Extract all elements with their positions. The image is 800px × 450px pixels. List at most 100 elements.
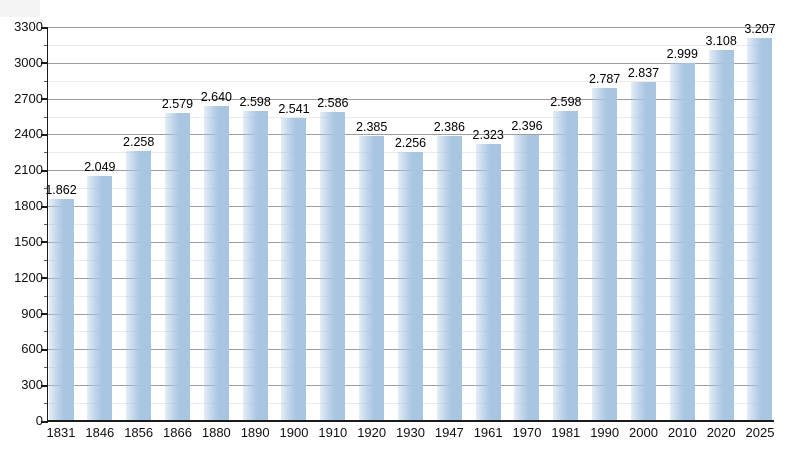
gridline-minor bbox=[48, 44, 772, 46]
y-axis-tick-label: 1200 bbox=[14, 269, 43, 285]
bar-value-label: 3.108 bbox=[705, 33, 737, 48]
bar bbox=[164, 113, 190, 421]
gridline-major bbox=[48, 62, 772, 64]
y-axis-tick-label: 2400 bbox=[14, 126, 43, 142]
bar-value-label: 2.586 bbox=[317, 96, 349, 111]
y-axis-minor-tick bbox=[44, 367, 48, 369]
x-axis-tick-label: 1866 bbox=[163, 425, 192, 440]
y-axis-minor-tick bbox=[44, 188, 48, 190]
y-axis-tick bbox=[41, 241, 48, 244]
x-axis-tick-label: 1831 bbox=[46, 425, 76, 440]
x-axis-tick-label: 1920 bbox=[357, 425, 387, 440]
bar bbox=[126, 151, 152, 421]
gridline-minor bbox=[48, 116, 772, 118]
bar-value-label: 2.787 bbox=[589, 72, 621, 87]
bar bbox=[553, 110, 579, 421]
bar bbox=[203, 105, 229, 421]
bar bbox=[359, 136, 385, 421]
gridline-major bbox=[48, 134, 772, 136]
y-axis-tick-label: 900 bbox=[21, 305, 43, 321]
y-axis-tick bbox=[41, 169, 48, 172]
x-axis-tick-label: 2020 bbox=[706, 425, 736, 440]
bar bbox=[436, 136, 462, 421]
bar bbox=[669, 62, 695, 421]
bar-value-label: 2.385 bbox=[356, 120, 388, 135]
bar bbox=[397, 151, 423, 421]
bar-value-label: 2.541 bbox=[278, 101, 310, 116]
bar bbox=[708, 49, 734, 421]
x-axis-tick-label: 1947 bbox=[434, 425, 464, 440]
bar bbox=[592, 88, 618, 421]
y-axis-tick bbox=[41, 26, 48, 29]
bar-value-label: 2.598 bbox=[550, 94, 582, 109]
y-axis-tick-label: 600 bbox=[21, 341, 43, 357]
bar-value-label: 2.396 bbox=[511, 118, 543, 133]
y-axis-minor-tick bbox=[44, 224, 48, 225]
y-axis-line bbox=[46, 27, 49, 422]
bar bbox=[48, 198, 74, 421]
x-axis-tick-label: 1910 bbox=[318, 425, 348, 440]
y-axis-minor-tick bbox=[44, 403, 48, 405]
x-axis-tick-label: 1900 bbox=[279, 425, 309, 440]
y-axis-tick-label: 0 bbox=[35, 413, 43, 428]
bar-value-label: 2.640 bbox=[200, 89, 232, 104]
y-axis-minor-tick bbox=[44, 80, 48, 82]
x-axis-tick-label: 1961 bbox=[473, 425, 503, 440]
bar bbox=[475, 143, 501, 421]
bar-value-label: 2.837 bbox=[627, 66, 660, 81]
bar bbox=[630, 82, 656, 421]
bar-value-label: 1.862 bbox=[45, 182, 77, 197]
bar bbox=[514, 134, 540, 421]
y-axis-minor-tick bbox=[44, 259, 48, 261]
gridline-major bbox=[48, 98, 772, 100]
y-axis-minor-tick bbox=[44, 152, 48, 154]
x-axis-tick-label: 1890 bbox=[240, 425, 270, 440]
bar-value-label: 2.049 bbox=[84, 160, 116, 175]
bar bbox=[87, 176, 113, 421]
x-axis-tick-label: 2010 bbox=[667, 425, 697, 440]
y-axis-tick bbox=[41, 420, 48, 423]
bar-value-label: 2.258 bbox=[123, 135, 155, 150]
y-axis-tick bbox=[41, 205, 48, 208]
y-axis-minor-tick bbox=[44, 295, 48, 297]
y-axis-tick-label: 3000 bbox=[14, 54, 43, 70]
top-left-artifact bbox=[0, 0, 40, 17]
y-axis-tick-label: 1800 bbox=[14, 198, 43, 214]
y-axis-minor-tick bbox=[44, 44, 48, 46]
y-axis-tick-label: 2100 bbox=[14, 162, 43, 178]
y-axis-minor-tick bbox=[44, 116, 48, 118]
x-axis-tick-label: 1846 bbox=[85, 425, 115, 440]
x-axis-tick-label: 1856 bbox=[124, 425, 154, 440]
y-axis-tick bbox=[41, 348, 48, 351]
y-axis-tick bbox=[41, 384, 48, 387]
bar-value-label: 2.999 bbox=[666, 46, 698, 61]
y-axis-tick bbox=[41, 277, 48, 280]
x-axis-tick-label: 2000 bbox=[629, 425, 658, 440]
y-axis-tick bbox=[41, 62, 48, 65]
y-axis-tick-label: 1500 bbox=[14, 233, 43, 249]
x-axis-tick-label: 1880 bbox=[201, 425, 231, 440]
gridline-minor bbox=[48, 80, 772, 82]
bar-value-label: 2.256 bbox=[394, 135, 427, 150]
gridline-major bbox=[48, 27, 772, 28]
y-axis-tick bbox=[41, 313, 48, 316]
bar bbox=[242, 110, 268, 421]
x-axis-tick-label: 1990 bbox=[590, 425, 620, 440]
y-axis-minor-tick bbox=[44, 331, 48, 333]
bar bbox=[281, 117, 307, 421]
x-axis-tick-label: 1981 bbox=[551, 425, 581, 440]
y-axis-tick-label: 300 bbox=[21, 377, 43, 393]
bar-value-label: 2.323 bbox=[472, 127, 504, 142]
x-axis-tick-label: 1970 bbox=[512, 425, 542, 440]
y-axis-tick bbox=[41, 98, 48, 101]
bar-value-label: 3.207 bbox=[744, 22, 776, 37]
x-axis-tick-label: 1930 bbox=[396, 425, 425, 440]
x-axis-line bbox=[46, 420, 774, 422]
y-axis-tick-label: 2700 bbox=[14, 90, 43, 106]
bar-value-label: 2.598 bbox=[239, 94, 271, 109]
bar bbox=[747, 38, 773, 421]
bar-value-label: 2.579 bbox=[161, 97, 194, 112]
x-axis-tick-label: 2025 bbox=[745, 425, 775, 440]
bar-value-label: 2.386 bbox=[433, 120, 465, 135]
